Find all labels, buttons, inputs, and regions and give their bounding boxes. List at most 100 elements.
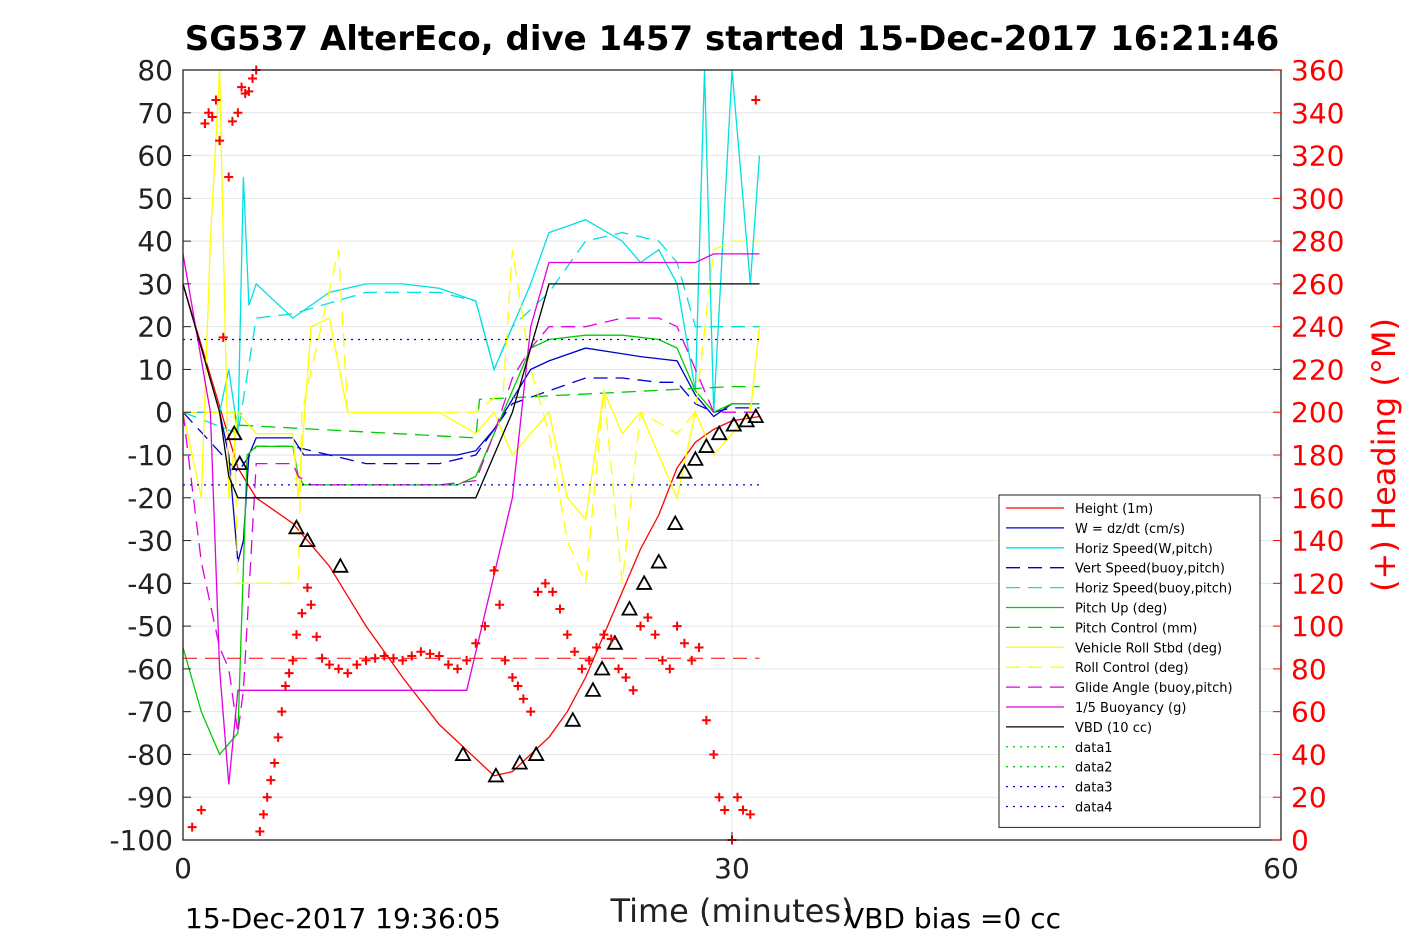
heading-point: [284, 668, 294, 678]
triangle-marker: [231, 454, 249, 471]
y2-axis-ticks: 3603403203002802602402202001801601401201…: [1273, 54, 1344, 857]
triangle-marker: [511, 754, 529, 770]
heading-point: [540, 578, 550, 588]
triangle-marker: [287, 518, 305, 535]
triangle-marker: [331, 557, 349, 573]
triangle-marker: [666, 514, 684, 530]
y-tick-label: 20: [137, 311, 173, 344]
heading-point: [200, 118, 210, 128]
heading-point: [233, 108, 243, 118]
heading-point: [207, 112, 217, 122]
heading-point: [679, 638, 689, 648]
y-tick-label: -100: [109, 824, 173, 857]
heading-point: [548, 587, 558, 597]
y-tick-label: 0: [155, 396, 173, 429]
y-tick-label: -20: [127, 482, 173, 515]
y2-tick-label: 300: [1291, 182, 1344, 215]
heading-point: [288, 655, 298, 665]
series-line-5: [182, 334, 760, 756]
heading-point: [270, 758, 279, 768]
legend-label: data4: [1075, 801, 1113, 816]
heading-point: [526, 707, 536, 717]
heading-point: [513, 681, 523, 691]
footer-timestamp: 15-Dec-2017 19:36:05: [185, 902, 501, 935]
x-tick-label: 30: [714, 852, 750, 885]
y2-tick-label: 100: [1291, 610, 1344, 643]
heading-point: [291, 630, 301, 640]
y-tick-label: -50: [127, 610, 173, 643]
legend-label: Roll Control (deg): [1075, 661, 1189, 676]
y-tick-label: 30: [137, 268, 173, 301]
y2-tick-label: 60: [1291, 696, 1327, 729]
heading-point: [255, 826, 265, 836]
y-tick-label: 80: [137, 54, 173, 87]
heading-point: [495, 600, 505, 610]
triangle-marker: [454, 745, 472, 761]
triangle-marker: [675, 463, 693, 479]
heading-point: [416, 647, 426, 657]
heading-point: [592, 643, 602, 652]
y2-axis-label: (+) Heading (°M): [1365, 318, 1403, 592]
series-line-9: [182, 317, 760, 734]
y2-tick-label: 260: [1291, 268, 1344, 301]
y2-tick-label: 180: [1291, 439, 1344, 472]
heading-point: [361, 655, 371, 665]
y2-tick-label: 280: [1291, 225, 1344, 258]
heading-point: [518, 694, 528, 704]
heading-point: [462, 655, 472, 665]
y2-tick-label: 320: [1291, 140, 1344, 173]
legend-label: data1: [1075, 741, 1113, 756]
heading-point: [273, 732, 283, 742]
heading-point: [628, 685, 638, 695]
y2-tick-label: 20: [1291, 781, 1327, 814]
series-line-1: [183, 347, 760, 563]
legend: Height (1m) W = dz/dt (cm/s) Horiz Speed(W…: [998, 494, 1261, 828]
triangle-marker: [584, 681, 602, 697]
heading-point: [672, 621, 682, 631]
heading-point: [665, 664, 675, 674]
heading-point: [745, 809, 755, 819]
heading-point: [215, 136, 225, 146]
legend-label: Height (1m): [1075, 502, 1153, 517]
y-tick-label: -90: [127, 781, 173, 814]
heading-point: [584, 655, 594, 665]
y2-tick-label: 220: [1291, 353, 1344, 386]
heading-point: [237, 82, 247, 92]
y-tick-label: -10: [127, 439, 173, 472]
triangle-marker: [710, 424, 728, 441]
heading-point: [280, 681, 290, 691]
x-tick-label: 0: [174, 852, 192, 885]
heading-point: [324, 660, 334, 670]
heading-point: [388, 653, 398, 663]
legend-label: Pitch Control (mm): [1075, 621, 1197, 636]
heading-point: [224, 172, 234, 182]
heading-point: [306, 600, 316, 610]
heading-point: [218, 332, 228, 342]
heading-point: [480, 621, 490, 631]
triangle-marker: [527, 745, 545, 761]
heading-point: [599, 630, 609, 640]
y2-tick-label: 80: [1291, 653, 1327, 686]
triangle-marker: [620, 600, 639, 616]
x-axis-ticks: 0 30 60: [174, 832, 1299, 885]
heading-point: [370, 653, 380, 663]
series-line-8: [183, 240, 760, 584]
triangle-marker: [650, 553, 668, 569]
triangle-marker: [725, 416, 743, 432]
heading-point: [562, 630, 572, 640]
y-tick-label: 10: [137, 353, 173, 386]
heading-point: [738, 805, 748, 815]
series-line-0: [182, 283, 760, 777]
heading-point: [407, 651, 417, 661]
footer-vbd-bias: VBD bias =0 cc: [845, 902, 1061, 935]
triangle-marker: [487, 766, 505, 783]
series-line-2: [183, 69, 761, 434]
y-tick-label: -30: [127, 525, 173, 558]
y-tick-label: 50: [137, 182, 173, 215]
y2-tick-label: 340: [1291, 97, 1344, 130]
series-layer: [182, 69, 761, 785]
heading-point: [266, 775, 276, 785]
heading-point: [555, 604, 565, 614]
heading-point: [687, 655, 697, 665]
